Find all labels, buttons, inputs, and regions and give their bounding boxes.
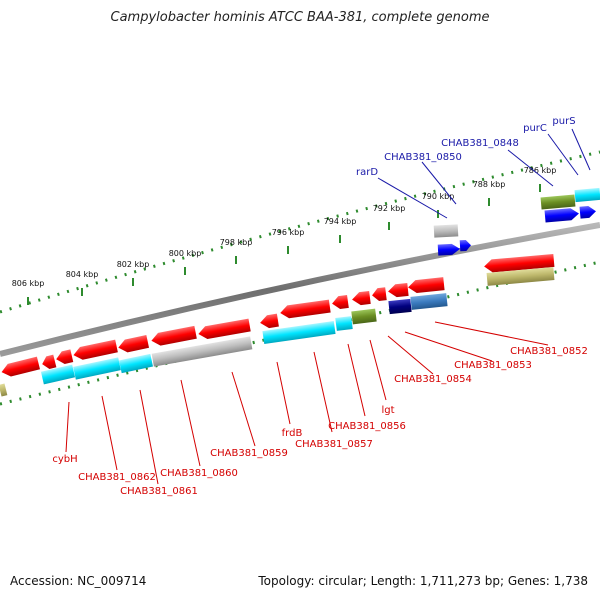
tick-label: 788 kbp	[473, 180, 506, 189]
leader-line	[65, 401, 70, 453]
gene-arrow	[579, 205, 596, 219]
gene-label: CHAB381_0852	[510, 346, 588, 357]
gene-label: rarD	[356, 167, 378, 178]
gene-label: CHAB381_0848	[441, 138, 519, 149]
leader-line	[387, 335, 434, 375]
cog-box	[40, 364, 76, 385]
tick-label: 800 kbp	[169, 249, 202, 258]
leader-line	[313, 351, 333, 433]
cog-box	[335, 316, 353, 331]
gene-arrow	[459, 239, 471, 252]
gene-label: CHAB381_0857	[295, 439, 373, 450]
leader-line	[547, 133, 579, 176]
gene-label: purS	[552, 116, 575, 127]
cog-box	[0, 383, 8, 397]
gene-label: cybH	[52, 454, 77, 465]
gene-arrow	[280, 299, 331, 319]
gene-arrow	[56, 349, 74, 365]
gene-arrow	[352, 290, 371, 306]
gene-label: CHAB381_0861	[120, 486, 198, 497]
tick-label: 794 kbp	[324, 217, 357, 226]
gene-arrow	[332, 294, 349, 310]
genome-summary-text: Topology: circular; Length: 1,711,273 bp…	[258, 574, 588, 588]
gene-features	[0, 187, 600, 397]
cog-box	[486, 267, 555, 286]
gene-arrow	[1, 356, 41, 377]
cog-box	[410, 293, 448, 310]
gene-arrow	[437, 243, 460, 256]
tick-label: 802 kbp	[117, 260, 150, 269]
cog-box	[151, 336, 253, 367]
tick-label: 786 kbp	[524, 166, 557, 175]
cog-box	[433, 224, 459, 238]
cog-box	[262, 321, 336, 344]
gene-label: CHAB381_0862	[78, 472, 156, 483]
gene-arrow	[42, 354, 57, 369]
tick-label: 792 kbp	[373, 204, 406, 213]
leader-line	[101, 395, 118, 471]
gene-label: CHAB381_0853	[454, 360, 532, 371]
gene-label: CHAB381_0856	[328, 421, 406, 432]
gene-arrow	[372, 287, 387, 302]
position-ticks: 806 kbp 804 kbp 802 kbp 800 kbp 798 kbp 796 k…	[12, 166, 557, 305]
gene-label: CHAB381_0854	[394, 374, 472, 385]
leader-line	[571, 128, 591, 171]
genome-backbone	[0, 222, 600, 357]
gene-arrow	[73, 339, 118, 360]
gene-label: CHAB381_0850	[384, 152, 462, 163]
gene-arrow	[260, 313, 279, 329]
gene-label: lgt	[381, 405, 394, 416]
gene-arrow	[151, 325, 197, 346]
cog-box	[73, 357, 121, 380]
gene-label: purC	[523, 123, 547, 134]
gene-arrow	[544, 208, 579, 223]
tick-label: 804 kbp	[66, 270, 99, 279]
accession-text: Accession: NC_009714	[10, 574, 147, 588]
gene-arrow	[388, 282, 409, 298]
leader-line	[347, 343, 366, 417]
map-title: Campylobacter hominis ATCC BAA-381, comp…	[110, 10, 490, 25]
tick-label: 796 kbp	[272, 228, 305, 237]
leader-line	[421, 161, 457, 205]
leader-line	[377, 177, 448, 219]
leader-line	[139, 389, 159, 485]
leader-line	[369, 339, 387, 401]
cog-box	[118, 353, 154, 374]
tick-label: 790 kbp	[422, 192, 455, 201]
cog-box	[540, 194, 576, 210]
cog-box	[574, 187, 600, 203]
gene-arrow	[484, 253, 555, 273]
cog-box	[388, 298, 412, 315]
tick-label: 806 kbp	[12, 279, 45, 288]
gene-label: CHAB381_0859	[210, 448, 288, 459]
leader-line	[276, 361, 291, 425]
gene-arrow	[118, 335, 150, 353]
leader-line	[507, 149, 554, 187]
gene-label: CHAB381_0860	[160, 468, 238, 479]
gene-arrow	[408, 277, 445, 294]
leader-line	[404, 331, 493, 362]
leader-line	[180, 379, 201, 467]
leader-line	[434, 321, 549, 346]
cog-box	[351, 308, 377, 325]
gene-label: frdB	[282, 428, 303, 439]
leader-line	[231, 371, 256, 447]
label-leader-lines	[65, 128, 591, 485]
tick-label: 798 kbp	[220, 238, 253, 247]
gene-arrow	[198, 318, 251, 340]
